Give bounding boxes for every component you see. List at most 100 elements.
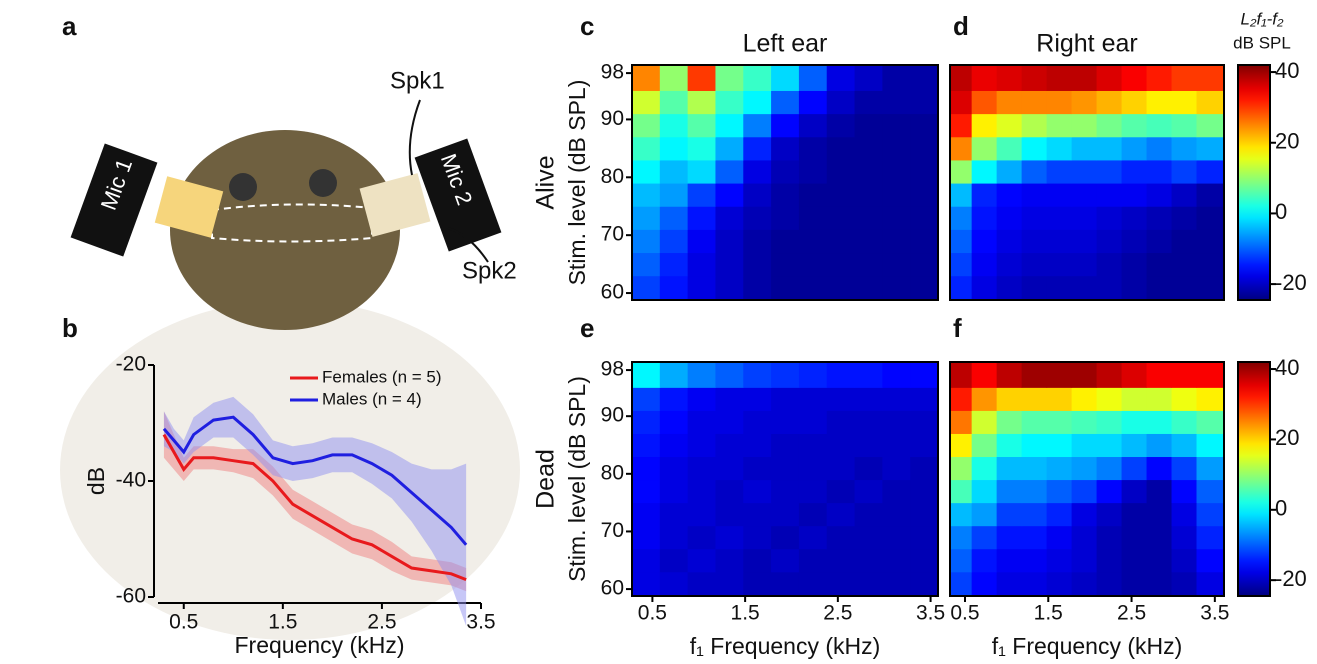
- heatmap-cell: [1121, 159, 1148, 184]
- heatmap-cell: [1146, 229, 1173, 254]
- heatmap-cell: [1096, 159, 1123, 184]
- x-tick-label: 0.5: [638, 602, 667, 625]
- heatmap-cell: [687, 159, 716, 184]
- heatmap-cell: [632, 275, 661, 301]
- heatmap-cell: [1071, 275, 1098, 301]
- heatmap-cell: [771, 183, 800, 207]
- heatmap-cell: [798, 275, 828, 301]
- heatmap-cell: [1096, 65, 1123, 91]
- heatmap-cell: [715, 433, 744, 458]
- heatmap-cell: [632, 479, 661, 504]
- heatmap-cell: [1096, 387, 1123, 411]
- heatmap-cell: [1096, 362, 1123, 388]
- heatmap-cell: [1071, 90, 1098, 115]
- speaker-label: Spk2: [462, 257, 517, 284]
- heatmap-cell: [971, 252, 998, 277]
- heatmap-cell: [1096, 136, 1123, 161]
- heatmap-cell: [1171, 502, 1198, 527]
- heatmap-cell: [950, 456, 973, 481]
- heatmap-cell: [854, 90, 883, 115]
- heatmap-cell: [659, 206, 689, 230]
- heatmap-cell: [996, 502, 1023, 527]
- heatmap-cell: [771, 159, 800, 184]
- heatmap-cell: [1121, 410, 1148, 434]
- colorbar-title: L₂f₁-f₂: [1241, 9, 1284, 28]
- heatmap-cell: [950, 433, 973, 458]
- panel-label: c: [580, 11, 594, 41]
- heatmap-cell: [882, 502, 911, 527]
- heatmap-cell: [1046, 548, 1073, 573]
- heatmap-cell: [659, 571, 689, 597]
- heatmap-cell: [1071, 548, 1098, 573]
- x-tick-label: 3.5: [916, 602, 945, 625]
- line: [162, 415, 468, 546]
- arrow: [447, 227, 489, 263]
- heatmap-cell: [910, 433, 939, 458]
- heatmap-cell: [1046, 433, 1073, 458]
- heatmap-cell: [950, 206, 973, 230]
- heatmap-cell: [854, 410, 883, 434]
- heatmap-cell: [798, 433, 828, 458]
- heatmap-cell: [743, 548, 772, 573]
- heatmap-cell: [659, 183, 689, 207]
- heatmap-cell: [1146, 252, 1173, 277]
- heatmap-cell: [798, 387, 828, 411]
- heatmap-cell: [996, 65, 1023, 91]
- y-tick-label: 80: [601, 461, 624, 484]
- heatmap-cell: [854, 252, 883, 277]
- x-axis-label: f₁ Frequency (kHz): [690, 633, 881, 659]
- legend-label: Females (n = 5): [322, 367, 442, 386]
- heatmap-cell: [826, 113, 856, 138]
- heatmap-cell: [1096, 479, 1123, 504]
- heatmap-cell: [715, 410, 744, 434]
- heatmap-cell: [971, 479, 998, 504]
- heatmap-cell: [798, 136, 828, 161]
- heatmap-cell: [1121, 206, 1148, 230]
- heatmap-cell: [882, 433, 911, 458]
- heatmap-cell: [687, 90, 716, 115]
- heatmap-cell: [1196, 410, 1225, 434]
- heatmap-cell: [687, 362, 716, 388]
- colorbar-tick-label: -20: [1275, 566, 1307, 591]
- heatmap-cell: [798, 252, 828, 277]
- heatmap-cell: [771, 229, 800, 254]
- heatmap-cell: [996, 525, 1023, 550]
- heatmap-cell: [1196, 275, 1225, 301]
- heatmap-cell: [910, 275, 939, 301]
- heatmap-cell: [1071, 159, 1098, 184]
- heatmap-cell: [1121, 456, 1148, 481]
- heatmap-cell: [1146, 362, 1173, 388]
- heatmap-cell: [771, 206, 800, 230]
- heatmap-cell: [1146, 456, 1173, 481]
- heatmap-cell: [1046, 387, 1073, 411]
- heatmap-cell: [632, 362, 661, 388]
- heatmap-cell: [1121, 136, 1148, 161]
- heatmap-cell: [743, 136, 772, 161]
- heatmap-cell: [1171, 183, 1198, 207]
- heatmap-cell: [632, 113, 661, 138]
- heatmap-cell: [910, 252, 939, 277]
- heatmap-cell: [950, 113, 973, 138]
- heatmap-cell: [1171, 229, 1198, 254]
- heatmap-cell: [971, 433, 998, 458]
- heatmap-cell: [882, 65, 911, 91]
- heatmap-cell: [1146, 65, 1173, 91]
- heatmap-cell: [826, 362, 856, 388]
- legend-label: Males (n = 4): [322, 389, 422, 408]
- heatmap-cell: [971, 502, 998, 527]
- heatmap-cell: [1121, 183, 1148, 207]
- heatmap-cell: [1196, 206, 1225, 230]
- heatmap-cell: [854, 571, 883, 597]
- heatmap-cell: [854, 159, 883, 184]
- heatmap-cell: [1171, 113, 1198, 138]
- heatmap-cell: [910, 525, 939, 550]
- heatmap-cell: [1021, 525, 1048, 550]
- heatmap-cell: [854, 65, 883, 91]
- colorbar-tick-label: 40: [1275, 58, 1299, 83]
- row-label: Alive: [532, 155, 560, 209]
- heatmap-cell: [826, 433, 856, 458]
- heatmap-cell: [1096, 275, 1123, 301]
- heatmap-cell: [1096, 252, 1123, 277]
- heatmap-cell: [715, 525, 744, 550]
- heatmap-cell: [950, 479, 973, 504]
